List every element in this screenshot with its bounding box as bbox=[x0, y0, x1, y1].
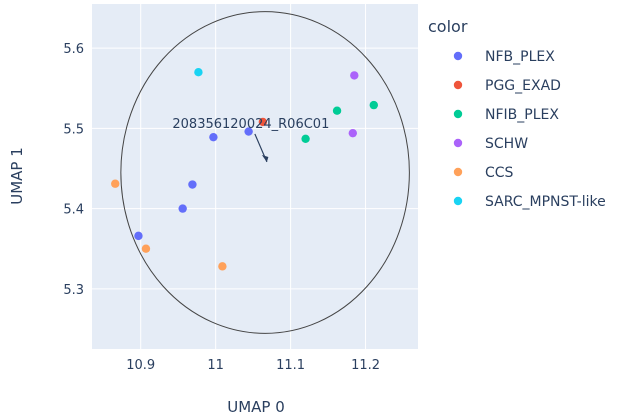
y-tick-label: 5.5 bbox=[63, 122, 84, 137]
legend-marker bbox=[453, 51, 463, 61]
legend-label: SCHW bbox=[485, 136, 528, 152]
data-point-ccs bbox=[218, 262, 227, 271]
legend-label: SARC_MPNST-like bbox=[485, 194, 606, 210]
data-point-nfb-plex bbox=[178, 204, 187, 213]
legend-marker bbox=[453, 80, 463, 90]
y-axis-title: UMAP 1 bbox=[8, 147, 26, 205]
legend-label: CCS bbox=[485, 165, 514, 181]
data-point-nfib-plex bbox=[301, 134, 310, 143]
data-point-nfb-plex bbox=[188, 180, 197, 189]
legend-label: PGG_EXAD bbox=[485, 78, 561, 94]
x-tick-label: 11.1 bbox=[276, 358, 305, 373]
x-tick-labels: 10.9 11 11.1 11.2 bbox=[126, 358, 380, 373]
legend-label: NFB_PLEX bbox=[485, 49, 555, 65]
data-point-ccs bbox=[141, 244, 151, 253]
grid-lines bbox=[92, 4, 418, 349]
data-point-schw bbox=[350, 71, 359, 80]
y-tick-label: 5.4 bbox=[63, 203, 84, 218]
x-tick-label: 11.2 bbox=[351, 358, 380, 373]
data-point-nfb-plex bbox=[244, 127, 253, 136]
legend-label: NFIB_PLEX bbox=[485, 107, 559, 123]
legend-marker bbox=[453, 196, 463, 206]
circle-outline bbox=[120, 11, 410, 334]
legend-marker bbox=[453, 167, 463, 177]
y-tick-label: 5.3 bbox=[63, 283, 84, 298]
legend-title: color bbox=[428, 17, 468, 36]
data-point-schw bbox=[348, 128, 357, 138]
data-point-nfb-plex bbox=[209, 132, 218, 142]
data-point-nfib-plex bbox=[369, 100, 378, 110]
y-tick-label: 5.6 bbox=[63, 42, 84, 57]
data-point-nfib-plex bbox=[332, 106, 342, 115]
data-points bbox=[111, 67, 378, 271]
annotation: 208356120024_R06C01 bbox=[172, 117, 329, 163]
circle-shape bbox=[120, 11, 410, 334]
data-point-pgg-exad bbox=[258, 117, 268, 127]
annotation-label: 208356120024_R06C01 bbox=[172, 117, 329, 132]
x-tick-label: 10.9 bbox=[126, 358, 155, 373]
annotation-arrow-head bbox=[261, 154, 269, 162]
y-tick-labels: 5.3 5.4 5.5 5.6 bbox=[63, 42, 84, 298]
legend[interactable]: color NFB_PLEX PGG_EXAD NFIB_PLEX SCHW CCS SA… bbox=[428, 17, 606, 210]
data-point-ccs bbox=[111, 179, 120, 188]
plot-background bbox=[92, 4, 418, 349]
data-point-nfb-plex bbox=[134, 231, 143, 241]
x-axis-title: UMAP 0 bbox=[227, 398, 285, 416]
legend-marker bbox=[453, 138, 463, 148]
data-point-sarc-mpnst-like bbox=[194, 67, 203, 77]
x-tick-label: 11 bbox=[207, 358, 224, 373]
legend-marker bbox=[453, 109, 463, 119]
